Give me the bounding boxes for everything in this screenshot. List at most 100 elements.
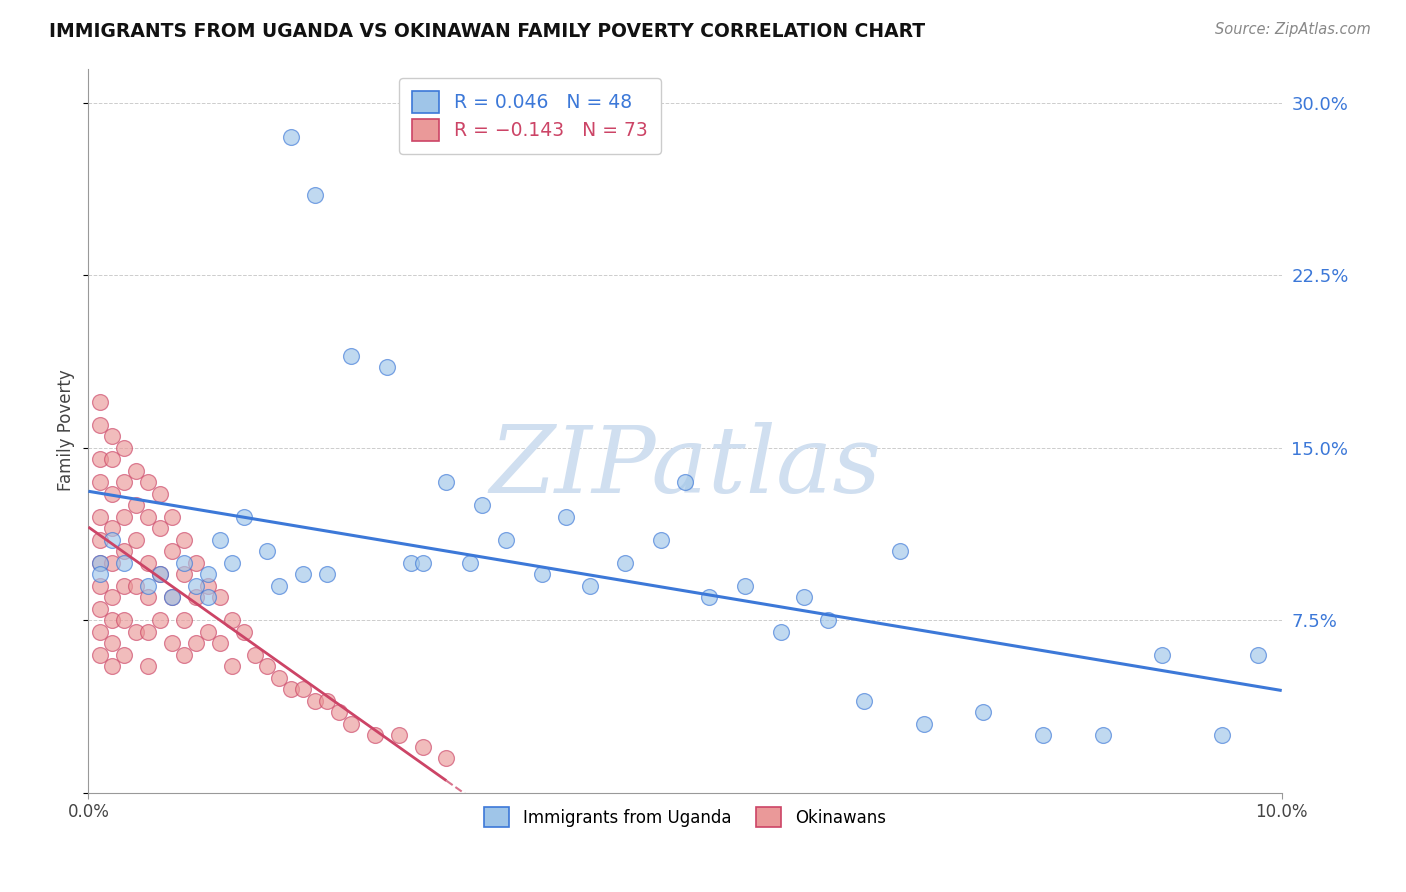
Point bbox=[125, 579, 148, 593]
Point bbox=[221, 659, 243, 673]
Point bbox=[1091, 728, 1114, 742]
Point bbox=[221, 556, 243, 570]
Point bbox=[269, 671, 291, 685]
Point bbox=[112, 441, 135, 455]
Point bbox=[304, 188, 326, 202]
Point bbox=[125, 624, 148, 639]
Point bbox=[173, 648, 195, 662]
Point bbox=[112, 475, 135, 490]
Point bbox=[149, 567, 172, 582]
Point bbox=[208, 636, 231, 650]
Text: Source: ZipAtlas.com: Source: ZipAtlas.com bbox=[1215, 22, 1371, 37]
Point bbox=[769, 624, 792, 639]
Point bbox=[399, 556, 422, 570]
Point bbox=[197, 567, 219, 582]
Point bbox=[160, 544, 183, 558]
Point bbox=[136, 591, 159, 605]
Point bbox=[149, 521, 172, 535]
Point bbox=[160, 591, 183, 605]
Point bbox=[173, 613, 195, 627]
Point bbox=[292, 567, 315, 582]
Point bbox=[89, 567, 111, 582]
Point bbox=[912, 716, 935, 731]
Point bbox=[1211, 728, 1233, 742]
Point bbox=[101, 591, 124, 605]
Point bbox=[101, 613, 124, 627]
Point bbox=[160, 509, 183, 524]
Point bbox=[89, 395, 111, 409]
Point bbox=[136, 556, 159, 570]
Point bbox=[112, 579, 135, 593]
Point bbox=[734, 579, 756, 593]
Point bbox=[208, 591, 231, 605]
Point bbox=[280, 130, 302, 145]
Point bbox=[412, 556, 434, 570]
Point bbox=[89, 417, 111, 432]
Text: IMMIGRANTS FROM UGANDA VS OKINAWAN FAMILY POVERTY CORRELATION CHART: IMMIGRANTS FROM UGANDA VS OKINAWAN FAMIL… bbox=[49, 22, 925, 41]
Point bbox=[197, 624, 219, 639]
Point bbox=[136, 659, 159, 673]
Point bbox=[232, 624, 254, 639]
Point bbox=[136, 509, 159, 524]
Point bbox=[673, 475, 696, 490]
Point bbox=[304, 694, 326, 708]
Point bbox=[697, 591, 720, 605]
Point bbox=[316, 567, 339, 582]
Point bbox=[817, 613, 839, 627]
Point bbox=[89, 624, 111, 639]
Point bbox=[101, 429, 124, 443]
Point bbox=[136, 475, 159, 490]
Point bbox=[650, 533, 672, 547]
Point bbox=[89, 509, 111, 524]
Point bbox=[89, 533, 111, 547]
Point bbox=[101, 452, 124, 467]
Point bbox=[101, 487, 124, 501]
Point bbox=[256, 659, 278, 673]
Point bbox=[364, 728, 387, 742]
Point bbox=[434, 751, 457, 765]
Point bbox=[458, 556, 481, 570]
Point bbox=[89, 579, 111, 593]
Point bbox=[136, 579, 159, 593]
Point bbox=[112, 613, 135, 627]
Point bbox=[328, 705, 350, 719]
Point bbox=[340, 716, 363, 731]
Point bbox=[316, 694, 339, 708]
Point bbox=[101, 636, 124, 650]
Point bbox=[89, 556, 111, 570]
Point bbox=[101, 521, 124, 535]
Point bbox=[173, 556, 195, 570]
Point bbox=[793, 591, 815, 605]
Point bbox=[972, 705, 994, 719]
Point bbox=[1152, 648, 1174, 662]
Point bbox=[197, 579, 219, 593]
Point bbox=[614, 556, 637, 570]
Legend: Immigrants from Uganda, Okinawans: Immigrants from Uganda, Okinawans bbox=[477, 799, 894, 835]
Point bbox=[412, 739, 434, 754]
Point bbox=[125, 464, 148, 478]
Point bbox=[208, 533, 231, 547]
Point bbox=[136, 624, 159, 639]
Point bbox=[232, 509, 254, 524]
Point bbox=[340, 349, 363, 363]
Point bbox=[101, 533, 124, 547]
Point bbox=[1247, 648, 1270, 662]
Point bbox=[125, 533, 148, 547]
Text: ZIPatlas: ZIPatlas bbox=[489, 422, 882, 512]
Point bbox=[184, 556, 207, 570]
Y-axis label: Family Poverty: Family Poverty bbox=[58, 369, 75, 491]
Point bbox=[89, 452, 111, 467]
Point bbox=[530, 567, 553, 582]
Point bbox=[197, 591, 219, 605]
Point bbox=[112, 544, 135, 558]
Point bbox=[554, 509, 576, 524]
Point bbox=[149, 567, 172, 582]
Point bbox=[292, 682, 315, 697]
Point bbox=[184, 636, 207, 650]
Point bbox=[160, 636, 183, 650]
Point bbox=[221, 613, 243, 627]
Point bbox=[101, 659, 124, 673]
Point bbox=[89, 475, 111, 490]
Point bbox=[160, 591, 183, 605]
Point bbox=[125, 498, 148, 512]
